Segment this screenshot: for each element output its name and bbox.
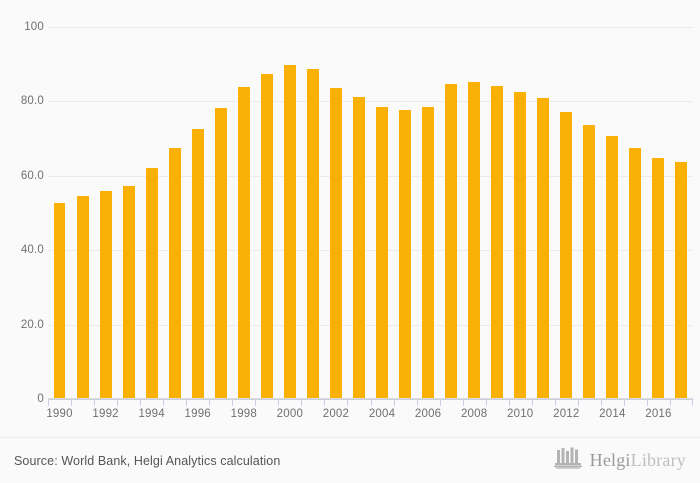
footer-divider: [0, 437, 700, 438]
bar-1999[interactable]: [260, 73, 273, 399]
y-tick-label: 40.0: [20, 244, 44, 257]
x-tick: [646, 399, 648, 406]
x-tick: [324, 399, 326, 406]
bar-1991[interactable]: [76, 196, 89, 399]
bar-2001[interactable]: [306, 69, 319, 399]
bar-2009[interactable]: [491, 86, 504, 399]
x-tick-label-2004: 2004: [368, 408, 396, 420]
logo-suffix: Library: [630, 450, 686, 470]
bar-2004[interactable]: [376, 107, 388, 399]
bar-1992[interactable]: [99, 191, 112, 399]
x-tick: [140, 399, 142, 406]
plot-area: [48, 27, 693, 399]
bar-1997[interactable]: [214, 108, 227, 399]
bar-1990[interactable]: [53, 202, 66, 399]
x-tick: [71, 399, 73, 406]
gridline: [48, 101, 693, 103]
x-tick-label-2012: 2012: [553, 408, 580, 420]
x-axis: 1990 1992 1994 1996 1998 2000 2002 2004 2006 2008…: [46, 399, 693, 439]
chart-footer: Source: World Bank, Helgi Analytics calc…: [0, 438, 700, 483]
x-tick: [163, 399, 165, 406]
x-tick: [393, 399, 395, 406]
y-tick-label: 80.0: [20, 95, 44, 108]
bar-2002[interactable]: [329, 88, 342, 399]
bar-2003[interactable]: [352, 96, 365, 399]
x-tick-label-2014: 2014: [599, 408, 626, 420]
logo-brand: Helgi: [589, 450, 631, 470]
x-tick: [462, 399, 464, 406]
x-tick: [186, 399, 188, 406]
gridline: [48, 175, 693, 177]
x-tick: [209, 399, 211, 406]
x-tick-label-1990: 1990: [46, 408, 73, 420]
x-tick: [117, 399, 119, 406]
gridline: [48, 324, 693, 326]
x-tick: [347, 399, 349, 406]
x-tick: [508, 399, 510, 406]
helgi-library-logo[interactable]: HelgiLibrary: [553, 447, 686, 474]
bar-2012[interactable]: [560, 111, 573, 399]
y-axis: 0 20.0 40.0 60.0 80.0 100: [0, 0, 44, 483]
x-tick: [301, 399, 303, 406]
x-tick: [255, 399, 257, 406]
x-tick-label-1996: 1996: [184, 408, 211, 420]
library-building-icon: [553, 447, 584, 474]
x-tick: [48, 399, 49, 406]
x-tick: [531, 399, 533, 406]
gridline: [48, 250, 693, 252]
bar-1998[interactable]: [237, 87, 250, 399]
bar-2010[interactable]: [514, 92, 527, 399]
x-tick: [485, 399, 487, 406]
y-tick-label: 60.0: [20, 169, 44, 182]
x-tick: [278, 399, 280, 406]
bar-2005[interactable]: [399, 109, 412, 399]
bar-2015[interactable]: [629, 148, 642, 399]
bar-2013[interactable]: [583, 125, 596, 399]
x-tick: [554, 399, 556, 406]
x-tick: [692, 399, 693, 406]
bar-2017[interactable]: [675, 162, 688, 399]
x-tick: [439, 399, 441, 406]
x-tick-label-1992: 1992: [92, 408, 119, 420]
zero-baseline: [48, 398, 693, 399]
bar-1996[interactable]: [191, 129, 204, 399]
bar-1994[interactable]: [145, 167, 158, 399]
x-tick: [600, 399, 602, 406]
x-tick: [416, 399, 418, 406]
bar-2006[interactable]: [422, 106, 435, 399]
x-tick-label-1994: 1994: [138, 408, 165, 420]
bar-2008[interactable]: [468, 82, 481, 399]
bar-1993[interactable]: [122, 185, 135, 399]
x-tick: [669, 399, 671, 406]
bar-2014[interactable]: [606, 135, 619, 399]
y-tick-label: 100: [24, 21, 44, 33]
x-tick-label-1998: 1998: [230, 408, 257, 420]
bars-layer: [48, 27, 693, 399]
bar-2011[interactable]: [537, 98, 550, 399]
y-tick-label: 20.0: [20, 318, 44, 331]
x-tick-label-2006: 2006: [414, 408, 442, 420]
x-tick: [577, 399, 579, 406]
source-note: Source: World Bank, Helgi Analytics calc…: [14, 453, 281, 468]
bar-2016[interactable]: [652, 157, 665, 399]
gridline: [48, 27, 693, 28]
x-tick-label-2002: 2002: [322, 408, 350, 420]
y-tick-label: 0: [37, 393, 44, 405]
bar-2000[interactable]: [283, 65, 296, 399]
logo-text: HelgiLibrary: [590, 450, 686, 471]
x-tick: [623, 399, 625, 406]
bar-2007[interactable]: [445, 83, 458, 399]
x-tick-label-2010: 2010: [507, 408, 534, 420]
bar-1995[interactable]: [168, 147, 181, 399]
x-tick: [232, 399, 234, 406]
x-tick: [94, 399, 96, 406]
x-tick-label-2016: 2016: [645, 408, 672, 420]
x-tick-label-2000: 2000: [276, 408, 304, 420]
x-tick: [370, 399, 372, 406]
x-tick-label-2008: 2008: [460, 408, 488, 420]
